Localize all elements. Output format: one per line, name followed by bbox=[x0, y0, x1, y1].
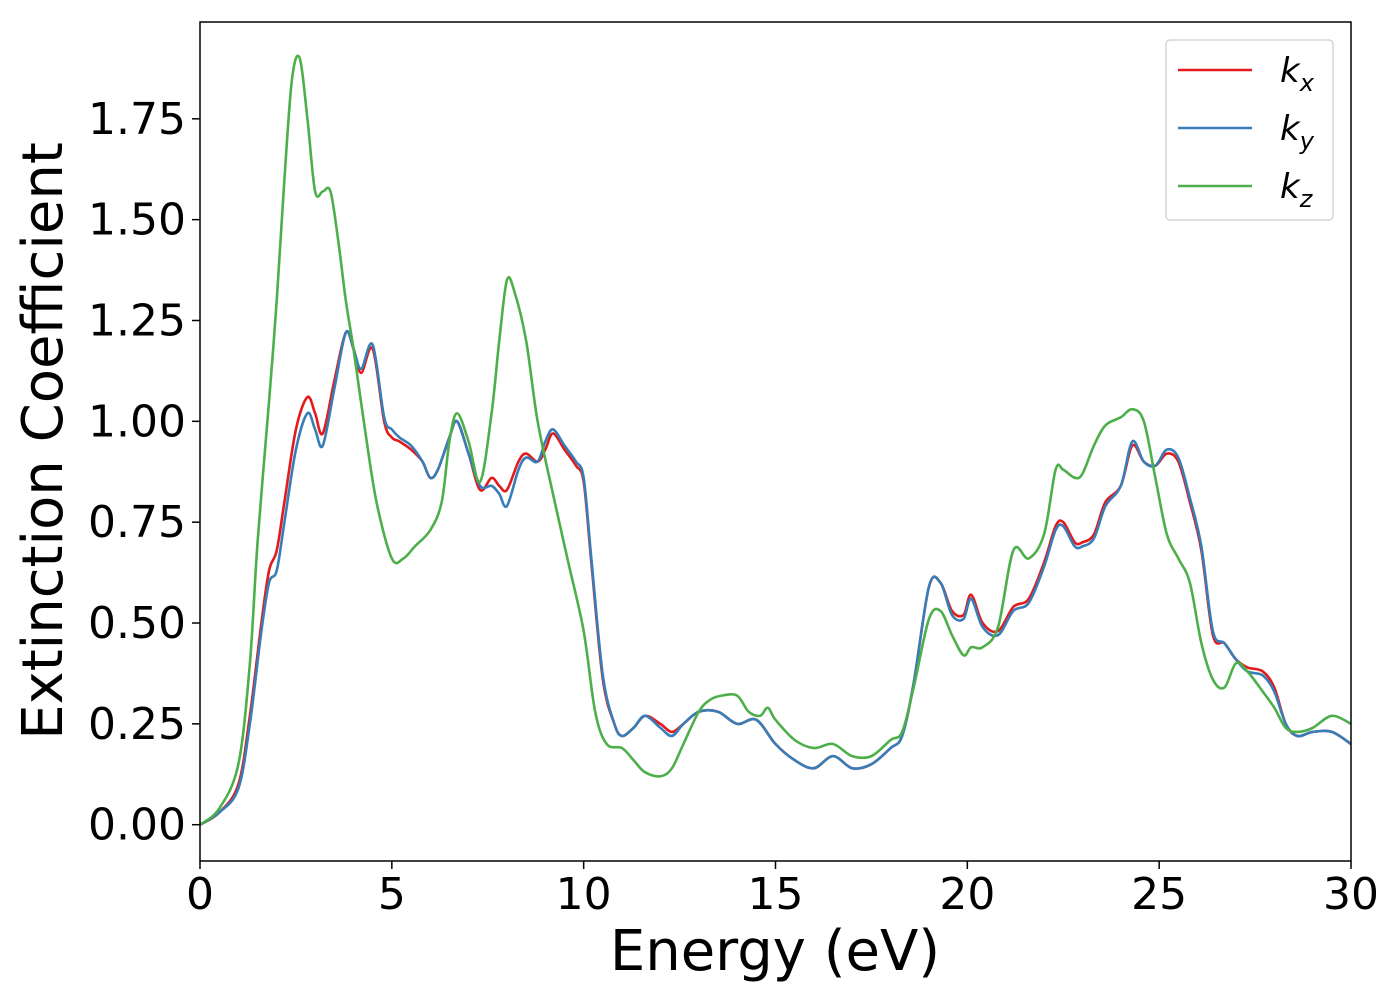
legend-box bbox=[1165, 39, 1334, 221]
series-line-z bbox=[200, 54, 1351, 826]
y-tick-label: 0.00 bbox=[88, 800, 186, 851]
x-tick-label: 10 bbox=[556, 869, 612, 920]
y-tick-label: 1.00 bbox=[88, 396, 186, 447]
series-line-y bbox=[200, 329, 1351, 826]
x-axis-label: Energy (eV) bbox=[610, 919, 940, 984]
legend-label-subscript: z bbox=[1299, 185, 1314, 213]
legend-label-base: k bbox=[1280, 167, 1301, 207]
legend-label-y: ky bbox=[1280, 109, 1315, 155]
y-tick-label: 0.25 bbox=[88, 699, 186, 750]
y-tick-label: 0.75 bbox=[88, 497, 186, 548]
legend-label-subscript: y bbox=[1299, 127, 1315, 155]
x-tick-label: 25 bbox=[1131, 869, 1187, 920]
x-tick-label: 5 bbox=[378, 869, 406, 920]
series-layer bbox=[200, 54, 1351, 826]
y-tick-label: 1.75 bbox=[88, 94, 186, 145]
x-tick-label: 20 bbox=[939, 869, 995, 920]
y-axis: 0.00 0.25 0.50 0.75 1.00 1.25 1.50 1.75 bbox=[88, 94, 200, 851]
y-tick-label: 0.50 bbox=[88, 598, 186, 649]
legend-label-x: kx bbox=[1280, 51, 1315, 97]
y-tick-label: 1.25 bbox=[88, 295, 186, 346]
legend-label-base: k bbox=[1280, 109, 1301, 149]
legend-label-subscript: x bbox=[1299, 69, 1315, 97]
y-tick-label: 1.50 bbox=[88, 195, 186, 246]
x-axis: 0 5 10 15 20 25 30 bbox=[186, 861, 1379, 920]
legend-label-base: k bbox=[1280, 51, 1301, 91]
x-tick-label: 0 bbox=[186, 869, 214, 920]
legend-label-z: kz bbox=[1280, 167, 1314, 213]
x-tick-label: 30 bbox=[1323, 869, 1379, 920]
x-tick-label: 15 bbox=[748, 869, 804, 920]
y-axis-label: Extinction Coefficient bbox=[11, 142, 76, 740]
